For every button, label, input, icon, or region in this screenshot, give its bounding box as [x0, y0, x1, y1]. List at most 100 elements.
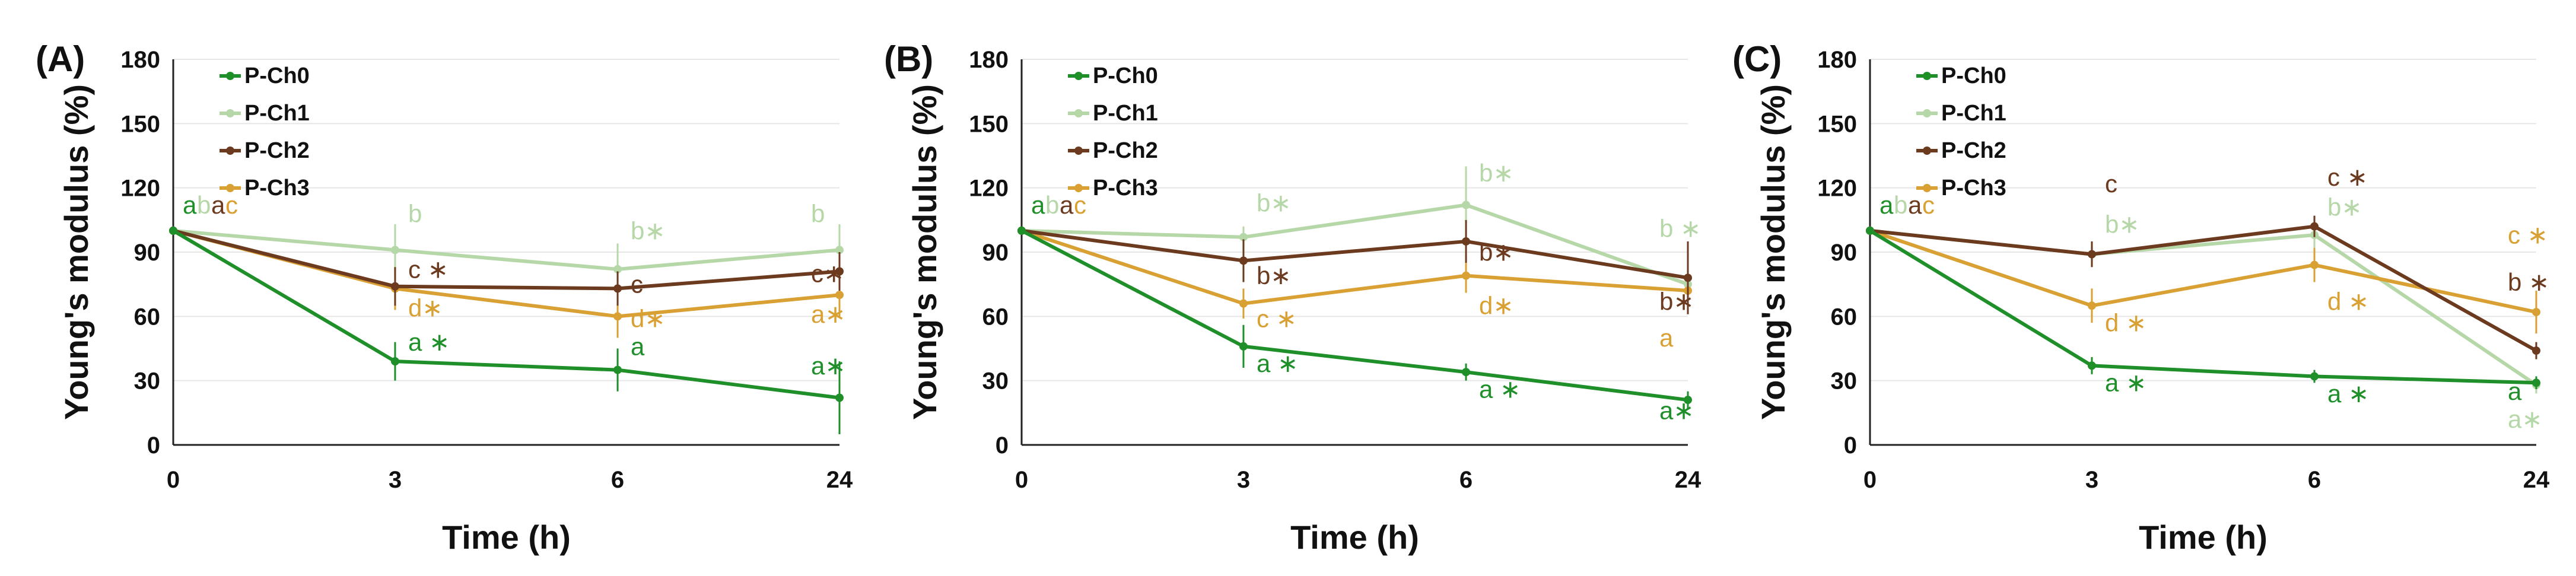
- significance-label: d∗: [631, 304, 666, 332]
- data-point: [1239, 342, 1248, 351]
- data-point: [1462, 201, 1471, 209]
- legend-marker: [226, 184, 234, 192]
- significance-label: d ∗: [2105, 309, 2146, 337]
- legend-entry: P-Ch2: [1093, 138, 1158, 163]
- legend-marker: [1074, 109, 1083, 117]
- significance-label: b: [408, 199, 422, 227]
- significance-label: a: [1031, 191, 1045, 219]
- x-tick-label: 6: [1459, 467, 1473, 493]
- series-line: [172, 229, 840, 400]
- y-tick-label: 0: [147, 432, 160, 459]
- chart-panel-c: 0 30 60 90 120 150 180 0 3 6 24 Time (h) Young's mod…: [1732, 39, 2550, 556]
- significance-label: b∗: [2327, 193, 2362, 221]
- data-point: [1462, 368, 1471, 377]
- chart-panel-a: 0 30 60 90 120 150 180 0 3 6 24 Time (h) Young's mod…: [36, 39, 853, 556]
- x-tick-label: 0: [167, 467, 180, 493]
- y-tick-label: 120: [1817, 176, 1857, 202]
- legend-marker: [1923, 72, 1931, 80]
- data-point: [390, 246, 399, 254]
- legend-entry: P-Ch3: [1941, 176, 2006, 201]
- significance-label: b: [197, 191, 211, 219]
- y-tick-label: 0: [1844, 432, 1857, 459]
- series-line: [1869, 224, 2537, 352]
- legend-marker: [1074, 184, 1083, 192]
- data-point: [169, 226, 177, 235]
- data-point: [2532, 308, 2540, 317]
- significance-label: b∗: [1479, 159, 1514, 187]
- significance-label: a: [1659, 324, 1674, 352]
- significance-label: a ∗: [2327, 380, 2369, 408]
- significance-label: a ∗: [1257, 349, 1298, 377]
- series-p-ch2: [1866, 215, 2540, 359]
- significance-label: c ∗: [2327, 163, 2368, 191]
- data-point: [2310, 222, 2319, 231]
- y-tick-label: 0: [996, 432, 1009, 459]
- data-point: [1684, 273, 1692, 282]
- significance-label: a∗: [811, 352, 846, 380]
- data-point: [1239, 256, 1248, 265]
- series-p-ch0: [1866, 226, 2540, 390]
- x-axis-title: Time (h): [2139, 518, 2267, 556]
- y-tick-label: 30: [134, 368, 161, 394]
- series-p-ch1: [1866, 222, 2540, 394]
- x-tick-label: 6: [611, 467, 624, 493]
- significance-label: b: [1894, 191, 1907, 219]
- significance-label: c ∗: [1257, 304, 1297, 332]
- significance-label: a ∗: [408, 328, 450, 356]
- x-tick-label: 24: [826, 467, 853, 493]
- x-tick-label: 3: [389, 467, 402, 493]
- data-point: [2087, 250, 2096, 259]
- series-line: [1869, 228, 2537, 387]
- panel-label: (B): [884, 39, 933, 79]
- legend-entry: P-Ch2: [244, 138, 310, 163]
- y-tick-label: 180: [1817, 47, 1857, 73]
- x-axis-title: Time (h): [1290, 518, 1419, 556]
- data-point: [2087, 301, 2096, 310]
- significance-label: c: [631, 271, 643, 298]
- legend-entry: P-Ch1: [1093, 101, 1158, 126]
- series-p-ch3: [1017, 226, 1692, 319]
- data-point: [1239, 233, 1248, 241]
- y-tick-label: 150: [120, 111, 160, 137]
- significance-label: a: [1879, 191, 1894, 219]
- significance-label: b∗: [2105, 211, 2140, 238]
- significance-label: b∗: [1479, 238, 1514, 266]
- y-tick-label: 180: [120, 47, 160, 73]
- data-point: [1462, 237, 1471, 246]
- y-tick-label: 30: [1831, 368, 1858, 394]
- significance-label: a∗: [1659, 397, 1694, 425]
- legend-entry: P-Ch3: [244, 176, 310, 201]
- x-tick-label: 24: [1675, 467, 1702, 493]
- x-tick-label: 3: [1237, 467, 1250, 493]
- legend-marker: [226, 72, 234, 80]
- significance-label: b ∗: [1659, 215, 1701, 243]
- data-point: [390, 282, 399, 291]
- significance-label: a: [211, 191, 225, 219]
- significance-label: c: [2105, 170, 2117, 198]
- significance-label: b∗: [1257, 189, 1292, 217]
- data-point: [1239, 299, 1248, 308]
- y-axis-title: Young's modulus (%): [906, 84, 943, 420]
- series-line: [173, 228, 840, 291]
- y-tick-label: 60: [982, 304, 1009, 330]
- significance-label: c ∗: [2508, 221, 2548, 249]
- significance-label: b: [811, 199, 825, 227]
- y-tick-label: 120: [969, 176, 1009, 202]
- significance-label: b∗: [631, 217, 666, 244]
- series-line: [1021, 203, 1689, 286]
- y-tick-label: 180: [969, 47, 1009, 73]
- x-tick-label: 0: [1015, 467, 1028, 493]
- significance-label: a: [1908, 191, 1922, 219]
- legend-entry: P-Ch1: [244, 101, 310, 126]
- legend-marker: [226, 109, 234, 117]
- significance-label: a ∗: [1479, 375, 1521, 403]
- series-line: [173, 228, 840, 319]
- significance-label: a: [1060, 191, 1074, 219]
- y-tick-label: 150: [969, 111, 1009, 137]
- y-tick-label: 90: [1831, 240, 1858, 266]
- significance-label: b ∗: [2508, 268, 2549, 296]
- data-point: [2310, 372, 2319, 381]
- legend-entry: P-Ch3: [1093, 176, 1158, 201]
- significance-label: a: [2508, 377, 2522, 405]
